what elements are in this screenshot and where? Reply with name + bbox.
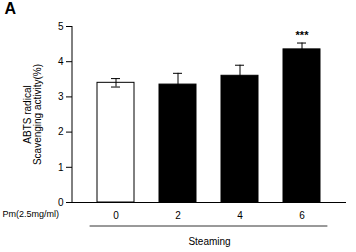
svg-text:2: 2 bbox=[58, 126, 64, 137]
svg-text:ABTS radicalScavenging activit: ABTS radicalScavenging activity(%) bbox=[22, 64, 43, 165]
svg-text:6: 6 bbox=[299, 210, 305, 221]
svg-text:A: A bbox=[5, 0, 17, 17]
svg-text:Steaming: Steaming bbox=[188, 236, 230, 247]
svg-text:0: 0 bbox=[58, 197, 64, 208]
svg-text:3: 3 bbox=[58, 91, 64, 102]
svg-text:***: *** bbox=[296, 29, 310, 41]
svg-text:2: 2 bbox=[175, 210, 181, 221]
svg-text:5: 5 bbox=[58, 21, 64, 32]
svg-text:1: 1 bbox=[58, 162, 64, 173]
svg-text:0: 0 bbox=[113, 210, 119, 221]
svg-text:4: 4 bbox=[58, 56, 64, 67]
svg-text:Pm(2.5mg/ml): Pm(2.5mg/ml) bbox=[3, 209, 60, 219]
svg-text:4: 4 bbox=[237, 210, 243, 221]
